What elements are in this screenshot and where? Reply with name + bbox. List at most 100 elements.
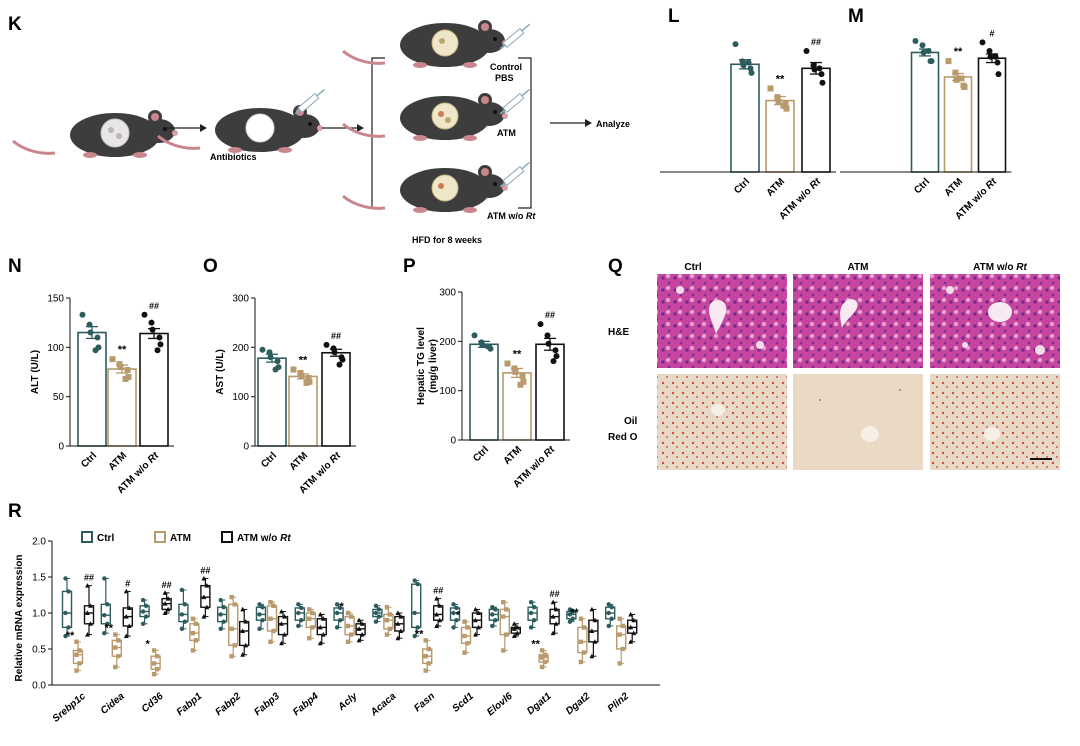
data-point	[767, 85, 774, 92]
histology-col-atm-wo-rt: ATM w/o Rt	[973, 262, 1027, 273]
y-tick-label: 200	[232, 343, 249, 354]
data-point	[617, 661, 622, 666]
bar-atm_wo	[535, 343, 565, 441]
data-point	[511, 621, 517, 626]
data-point	[606, 602, 611, 607]
data-point	[201, 575, 207, 581]
x-gene-label: Acly	[336, 691, 360, 714]
y-tick-label: 100	[439, 386, 456, 397]
panel-label-l: L	[668, 6, 680, 27]
data-point	[74, 639, 79, 644]
he-image-atm	[793, 274, 923, 368]
data-point	[609, 605, 614, 610]
data-point	[514, 630, 520, 636]
data-point	[356, 637, 362, 643]
data-point	[628, 624, 634, 630]
data-point	[542, 652, 548, 657]
data-point	[423, 668, 428, 673]
data-point	[296, 610, 301, 616]
data-point	[528, 625, 534, 630]
data-point	[415, 582, 420, 587]
mouse-icon	[341, 18, 510, 70]
data-point	[201, 614, 207, 619]
legend-swatch-ctrl	[81, 531, 93, 543]
data-point	[165, 606, 171, 612]
y-axis-label: AST (U/L)	[215, 349, 226, 395]
data-point	[550, 614, 556, 619]
data-point	[229, 594, 234, 600]
data-point	[473, 606, 478, 612]
data-point	[476, 610, 481, 615]
data-point	[140, 621, 146, 626]
panel-label-p: P	[403, 256, 416, 277]
data-point	[434, 623, 440, 628]
data-point	[123, 633, 129, 639]
data-point	[260, 618, 265, 623]
data-point	[179, 587, 185, 593]
x-gene-label: Scd1	[451, 691, 477, 715]
data-point	[578, 616, 584, 621]
data-point	[310, 625, 315, 630]
data-point	[336, 361, 343, 368]
data-point	[279, 621, 284, 626]
bar-atm_wo	[801, 67, 831, 173]
data-point	[373, 619, 379, 624]
data-point	[545, 340, 552, 347]
data-point	[504, 632, 509, 637]
data-point	[504, 360, 511, 367]
bar-atm_wo	[139, 332, 169, 447]
histology-col-ctrl: Ctrl	[684, 262, 701, 273]
data-point	[272, 366, 279, 373]
y-tick-label: 0.5	[32, 645, 46, 656]
data-point	[348, 632, 354, 637]
data-point	[109, 356, 116, 363]
x-gene-label: Acaca	[368, 691, 399, 719]
data-point	[66, 625, 71, 630]
box-atm_wo	[433, 605, 444, 621]
mouse-icon	[11, 108, 180, 160]
x-gene-label: Elovl6	[485, 691, 515, 719]
data-point	[74, 668, 79, 673]
data-point	[986, 48, 993, 55]
data-point	[257, 626, 262, 632]
data-point	[218, 597, 223, 603]
bar-ctrl	[257, 357, 287, 447]
y-tick-label: 100	[232, 392, 249, 403]
syringe-icon	[292, 86, 328, 118]
data-point	[345, 610, 351, 616]
data-point	[334, 602, 340, 607]
box-atm_wo	[627, 619, 638, 634]
data-point	[151, 672, 157, 677]
data-point	[243, 619, 249, 624]
data-point	[740, 62, 747, 69]
data-point	[490, 612, 495, 617]
data-point	[290, 366, 297, 373]
group1-sublabel: PBS	[495, 73, 514, 83]
panel-m-liver-body-ratio-chart: M012345Liver/body weight ratio (%)Ctrl**…	[840, 6, 1012, 222]
data-point	[105, 602, 110, 607]
data-point	[606, 610, 611, 616]
panel-l-liver-weight-chart: L0.00.51.01.52.02.5Liver weight (g)Ctrl*…	[660, 6, 836, 222]
data-point	[123, 614, 129, 619]
significance-mark: ##	[149, 301, 159, 311]
data-point	[190, 630, 196, 636]
data-point	[126, 605, 132, 610]
data-point	[451, 610, 456, 616]
data-point	[154, 654, 160, 659]
data-point	[124, 367, 131, 374]
data-point	[780, 102, 787, 109]
data-point	[323, 341, 330, 348]
significance-mark: *	[145, 638, 150, 650]
data-point	[979, 39, 986, 46]
data-point	[567, 607, 573, 612]
x-gene-label: Plin2	[606, 691, 632, 715]
data-point	[298, 372, 305, 379]
data-point	[296, 602, 301, 607]
data-point	[493, 618, 498, 623]
significance-mark: *	[456, 610, 461, 622]
data-point	[609, 616, 614, 621]
data-point	[415, 625, 420, 630]
data-point	[143, 603, 149, 608]
y-axis-label-line2: (mg/g liver)	[428, 339, 439, 393]
